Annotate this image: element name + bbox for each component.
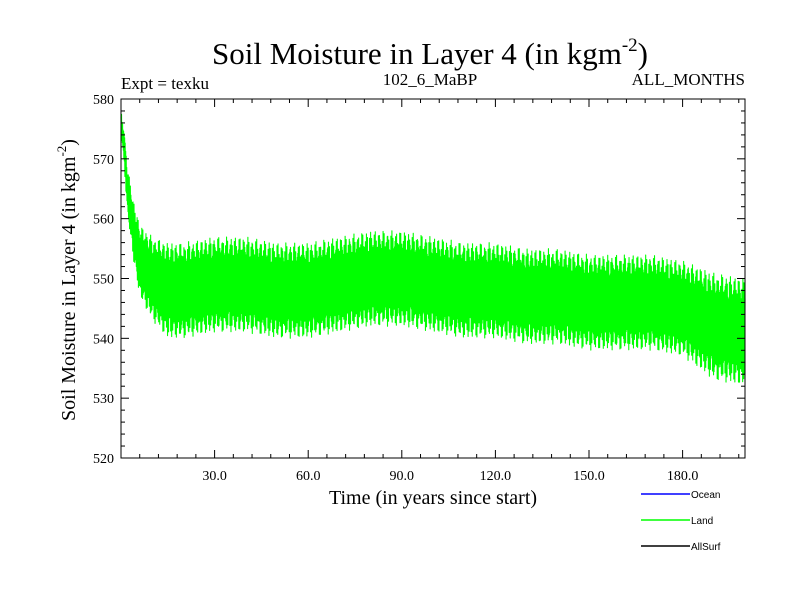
- y-tick-label: 530: [93, 392, 114, 407]
- chart-title: Soil Moisture in Layer 4 (in kgm-2): [212, 35, 648, 71]
- y-axis-label: Soil Moisture in Layer 4 (in kgm-2): [54, 139, 80, 421]
- x-tick-label: 150.0: [573, 469, 605, 484]
- legend-label-allsurf: AllSurf: [691, 542, 721, 553]
- experiment-id-label: 102_6_MaBP: [383, 70, 477, 89]
- axes-layer: 520 530 540 550 560 570 580 30.0 60.0 90.0 120.0 15…: [93, 93, 746, 484]
- x-tick-label: 90.0: [390, 469, 415, 484]
- y-tick-label: 550: [93, 273, 114, 288]
- y-tick-label: 520: [93, 452, 114, 467]
- legend-label-ocean: Ocean: [691, 490, 720, 501]
- expt-label: Expt = texku: [121, 74, 209, 93]
- y-tick-label: 570: [93, 153, 114, 168]
- x-axis-label: Time (in years since start): [329, 487, 537, 509]
- y-tick-label: 560: [93, 213, 114, 228]
- series-line-land: [120, 113, 746, 383]
- months-label: ALL_MONTHS: [632, 70, 745, 89]
- legend-label-land: Land: [691, 516, 713, 527]
- legend: Ocean Land AllSurf: [641, 490, 721, 553]
- x-tick-label: 60.0: [296, 469, 321, 484]
- y-tick-label: 540: [93, 332, 114, 347]
- y-tick-label: 580: [93, 93, 114, 108]
- x-tick-label: 120.0: [480, 469, 512, 484]
- x-tick-label: 30.0: [202, 469, 227, 484]
- x-tick-label: 180.0: [667, 469, 699, 484]
- series-layer: [120, 113, 746, 383]
